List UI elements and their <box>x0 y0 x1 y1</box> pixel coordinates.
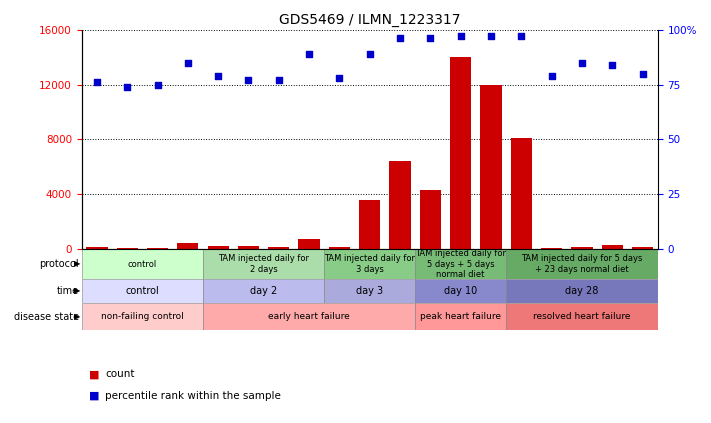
Point <box>515 33 527 40</box>
Bar <box>82 303 203 330</box>
Text: resolved heart failure: resolved heart failure <box>533 312 631 321</box>
Text: ▶: ▶ <box>73 260 80 269</box>
Bar <box>299 239 320 250</box>
Bar <box>415 250 506 279</box>
Bar <box>208 246 229 250</box>
Bar <box>238 247 259 250</box>
Bar <box>324 250 415 279</box>
Text: early heart failure: early heart failure <box>268 312 350 321</box>
Point <box>213 72 224 79</box>
Bar <box>419 190 441 250</box>
Bar <box>359 200 380 250</box>
Bar <box>324 279 415 303</box>
Bar <box>203 279 324 303</box>
Bar <box>450 57 471 250</box>
Text: control: control <box>128 260 157 269</box>
Point <box>637 70 648 77</box>
Bar <box>117 248 138 250</box>
Point <box>333 74 345 81</box>
Text: non-failing control: non-failing control <box>101 312 183 321</box>
Point <box>486 33 497 40</box>
Point <box>152 81 164 88</box>
Bar <box>390 162 411 250</box>
Bar <box>415 303 506 330</box>
Text: TAM injected daily for
3 days: TAM injected daily for 3 days <box>324 254 415 274</box>
Text: control: control <box>126 286 159 296</box>
Text: ▶: ▶ <box>73 312 80 321</box>
Bar <box>147 248 169 250</box>
Text: ▶: ▶ <box>73 286 80 295</box>
Text: TAM injected daily for 5 days
+ 23 days normal diet: TAM injected daily for 5 days + 23 days … <box>521 254 643 274</box>
Bar <box>82 250 203 279</box>
Text: day 28: day 28 <box>565 286 599 296</box>
Point <box>455 33 466 40</box>
Text: disease state: disease state <box>14 311 79 321</box>
Bar <box>268 247 289 250</box>
Bar <box>86 247 107 250</box>
Point <box>395 35 406 42</box>
Bar <box>177 243 198 250</box>
Point <box>182 59 193 66</box>
Bar <box>602 245 623 250</box>
Text: count: count <box>105 369 134 379</box>
Bar <box>632 247 653 250</box>
Bar <box>203 303 415 330</box>
Title: GDS5469 / ILMN_1223317: GDS5469 / ILMN_1223317 <box>279 13 461 27</box>
Point <box>122 83 133 90</box>
Text: day 3: day 3 <box>356 286 383 296</box>
Text: ■: ■ <box>89 390 100 401</box>
Bar <box>481 85 501 250</box>
Bar <box>510 138 532 250</box>
Point <box>606 61 618 68</box>
Point <box>273 77 284 83</box>
Text: time: time <box>57 286 79 296</box>
Bar <box>506 279 658 303</box>
Point <box>546 72 557 79</box>
Bar <box>572 247 592 250</box>
Text: peak heart failure: peak heart failure <box>420 312 501 321</box>
Bar <box>82 279 203 303</box>
Text: TAM injected daily for
2 days: TAM injected daily for 2 days <box>218 254 309 274</box>
Text: TAM injected daily for
5 days + 5 days
normal diet: TAM injected daily for 5 days + 5 days n… <box>415 249 506 279</box>
Point <box>576 59 587 66</box>
Bar <box>203 250 324 279</box>
Point <box>424 35 436 42</box>
Text: ■: ■ <box>89 369 100 379</box>
Text: day 2: day 2 <box>250 286 277 296</box>
Point <box>242 77 254 83</box>
Text: percentile rank within the sample: percentile rank within the sample <box>105 390 281 401</box>
Bar <box>415 279 506 303</box>
Point <box>304 50 315 57</box>
Bar <box>506 250 658 279</box>
Text: day 10: day 10 <box>444 286 477 296</box>
Text: protocol: protocol <box>39 259 79 269</box>
Bar <box>506 303 658 330</box>
Point <box>364 50 375 57</box>
Point <box>91 79 102 86</box>
Bar <box>541 248 562 250</box>
Bar <box>328 247 350 250</box>
